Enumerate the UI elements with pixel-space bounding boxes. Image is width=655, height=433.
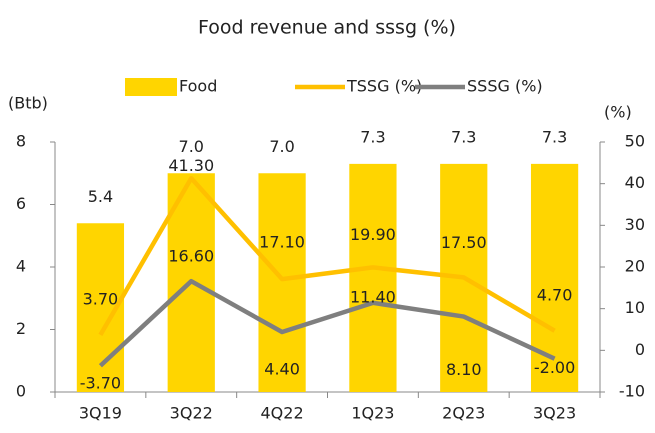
y-tick-label: 8 [16, 132, 26, 151]
data-label: 7.3 [451, 127, 476, 146]
data-label: 17.50 [441, 233, 487, 252]
data-label: 8.10 [446, 360, 482, 379]
y2-tick-label: 30 [625, 215, 645, 234]
x-tick-label: 3Q22 [170, 404, 213, 423]
data-label: 19.90 [350, 225, 396, 244]
legend-label: TSSG (%) [346, 77, 422, 96]
y-tick-label: 0 [16, 382, 26, 401]
data-label: 5.4 [88, 187, 113, 206]
x-tick-label: 2Q23 [442, 404, 485, 423]
x-tick-label: 4Q22 [261, 404, 304, 423]
x-tick-label: 3Q19 [79, 404, 122, 423]
y-tick-label: 6 [16, 194, 26, 213]
y2-tick-label: 20 [625, 257, 645, 276]
line [98, 278, 556, 368]
bar [349, 163, 397, 392]
data-label: 16.60 [168, 247, 214, 266]
data-label: 4.70 [537, 285, 573, 304]
y-axis-label: (Btb) [8, 94, 48, 113]
data-label: -2.00 [534, 358, 575, 377]
legend-swatch [125, 78, 177, 96]
data-label: -3.70 [80, 373, 121, 392]
y2-tick-label: 50 [625, 132, 645, 151]
y2-axis-label: (%) [604, 103, 632, 122]
data-label: 7.3 [360, 127, 385, 146]
data-label: 7.0 [269, 137, 294, 156]
data-label: 7.3 [542, 127, 567, 146]
data-label: 7.0 [179, 137, 204, 156]
data-label: 17.10 [259, 233, 305, 252]
legend-label: Food [179, 77, 217, 96]
y2-tick-label: 0 [635, 340, 645, 359]
x-tick-label: 3Q23 [533, 404, 576, 423]
y-tick-label: 4 [16, 257, 26, 276]
data-label: 11.40 [350, 287, 396, 306]
chart-title: Food revenue and sssg (%) [198, 17, 456, 39]
y2-tick-label: 10 [625, 298, 645, 317]
y-tick-label: 2 [16, 319, 26, 338]
data-label: 41.30 [168, 156, 214, 175]
bar [258, 173, 306, 392]
bar [530, 163, 579, 392]
data-label: 4.40 [264, 360, 300, 379]
data-label: 3.70 [83, 289, 119, 308]
y2-tick-label: -10 [619, 382, 645, 401]
line [98, 176, 556, 337]
x-tick-label: 1Q23 [351, 404, 394, 423]
y2-tick-label: 40 [625, 173, 645, 192]
legend-label: SSSG (%) [467, 77, 543, 96]
